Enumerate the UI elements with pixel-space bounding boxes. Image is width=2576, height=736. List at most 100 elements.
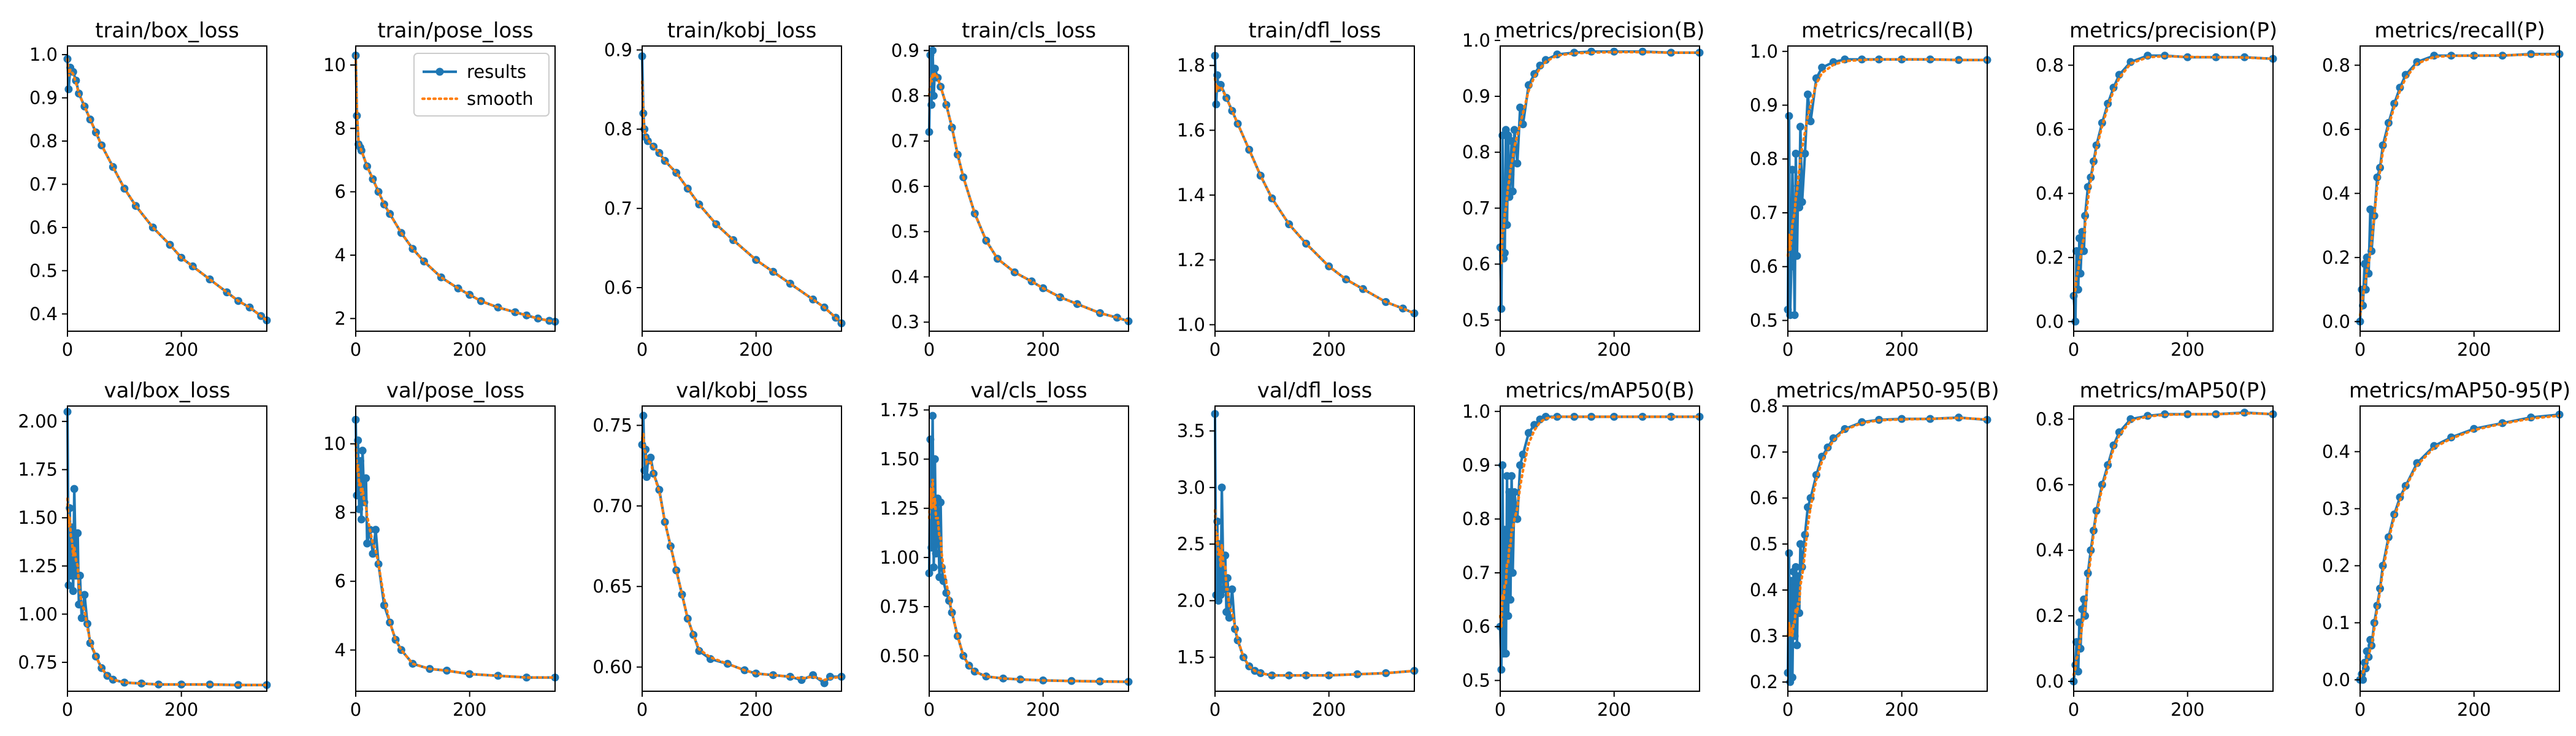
y-tick-label: 0.5 bbox=[1462, 670, 1490, 691]
results-point bbox=[1793, 641, 1801, 650]
smooth-line bbox=[354, 54, 557, 323]
x-tick-label: 200 bbox=[1312, 339, 1346, 360]
subplot-title: metrics/mAP50(B) bbox=[1505, 378, 1695, 403]
results-point bbox=[1955, 413, 1963, 422]
y-tick-label: 0.5 bbox=[1462, 310, 1490, 331]
y-tick-label: 0.6 bbox=[1750, 256, 1778, 277]
results-point bbox=[523, 673, 531, 682]
y-tick-label: 0.2 bbox=[2322, 247, 2350, 268]
results-point bbox=[137, 679, 146, 688]
smooth-line bbox=[1498, 415, 1701, 627]
results-line bbox=[1786, 416, 1988, 684]
results-point bbox=[1516, 103, 1524, 112]
results-point bbox=[639, 109, 648, 118]
x-tick-label: 0 bbox=[62, 339, 73, 360]
axes-frame bbox=[1214, 405, 1415, 692]
results-point bbox=[2072, 247, 2081, 255]
subplot-title: metrics/recall(P) bbox=[2374, 18, 2545, 43]
axes-frame bbox=[642, 45, 842, 332]
smooth-line bbox=[1213, 508, 1416, 677]
axes-frame bbox=[2073, 45, 2274, 332]
results-point bbox=[1497, 665, 1506, 674]
results-point bbox=[642, 473, 651, 481]
x-tick-label: 200 bbox=[2171, 699, 2204, 720]
subplot-4: train/dfl_loss 0 200 1.0 1.2 1.4 1.6 1.8 bbox=[1177, 18, 1419, 360]
results-point bbox=[494, 672, 502, 680]
legend-results-marker bbox=[435, 67, 444, 76]
y-tick-label: 0.9 bbox=[891, 40, 919, 61]
y-tick-label: 4 bbox=[335, 640, 346, 661]
y-tick-label: 0.6 bbox=[2036, 119, 2064, 140]
subplot-title: train/cls_loss bbox=[962, 18, 1096, 43]
results-point bbox=[786, 672, 794, 681]
results-point bbox=[1829, 58, 1838, 66]
y-tick-label: 1.6 bbox=[1177, 120, 1205, 140]
y-tick-label: 0.9 bbox=[604, 39, 632, 60]
y-tick-label: 1.25 bbox=[18, 556, 58, 577]
results-point bbox=[1794, 572, 1803, 580]
results-point bbox=[1541, 56, 1550, 64]
y-tick-label: 0.0 bbox=[2036, 311, 2064, 332]
smooth-line bbox=[66, 497, 269, 687]
axes-frame bbox=[67, 45, 267, 332]
y-tick-label: 0.7 bbox=[1750, 442, 1778, 462]
y-tick-label: 1.2 bbox=[1177, 250, 1205, 270]
results-point bbox=[2360, 259, 2369, 268]
y-tick-label: 0.7 bbox=[1462, 562, 1490, 583]
y-tick-label: 0.6 bbox=[29, 217, 58, 238]
x-tick-label: 200 bbox=[453, 699, 486, 720]
results-line bbox=[2358, 52, 2559, 322]
subplot-title: train/kobj_loss bbox=[667, 18, 817, 43]
results-line bbox=[1213, 55, 1415, 315]
results-line bbox=[1498, 415, 1700, 672]
results-point bbox=[666, 542, 675, 551]
y-tick-label: 1.0 bbox=[29, 44, 58, 65]
results-point bbox=[1302, 671, 1311, 680]
subplot-3: train/cls_loss 0 200 0.3 0.4 0.5 0.6 0.7 0.8 0.9 bbox=[891, 18, 1133, 360]
results-point bbox=[926, 435, 935, 443]
results-point bbox=[2376, 585, 2384, 593]
y-tick-label: 0.9 bbox=[1462, 455, 1490, 476]
legend-box bbox=[413, 53, 550, 117]
x-tick-label: 0 bbox=[1782, 699, 1793, 720]
y-tick-label: 1.00 bbox=[880, 547, 919, 568]
x-tick-label: 200 bbox=[1885, 339, 1919, 360]
results-point bbox=[929, 46, 937, 55]
x-tick-label: 200 bbox=[1885, 699, 1919, 720]
y-tick-label: 1.0 bbox=[1462, 401, 1490, 422]
y-tick-label: 1.50 bbox=[880, 449, 919, 470]
x-tick-label: 0 bbox=[2355, 699, 2366, 720]
y-tick-label: 0.8 bbox=[604, 119, 632, 140]
x-tick-label: 0 bbox=[2068, 339, 2079, 360]
x-tick-label: 200 bbox=[739, 339, 773, 360]
subplot-8: metrics/recall(P) 0 200 0.0 0.2 0.4 0.6 0.8 bbox=[2322, 18, 2564, 360]
results-point bbox=[69, 587, 77, 596]
results-point bbox=[937, 498, 945, 507]
results-line bbox=[354, 420, 555, 679]
axes-frame bbox=[355, 405, 556, 692]
smooth-line bbox=[66, 57, 269, 322]
subplot-10: val/pose_loss 0 200 4 6 8 10 bbox=[323, 378, 559, 720]
smooth-line bbox=[927, 478, 1130, 683]
axes-frame bbox=[2359, 45, 2560, 332]
y-tick-label: 8 bbox=[335, 118, 346, 139]
y-tick-label: 0.6 bbox=[2322, 119, 2350, 140]
y-tick-label: 0.8 bbox=[1750, 148, 1778, 169]
x-tick-label: 0 bbox=[1209, 699, 1221, 720]
results-point bbox=[942, 101, 951, 109]
y-tick-label: 0.4 bbox=[2322, 183, 2350, 204]
y-tick-label: 1.0 bbox=[1750, 41, 1778, 62]
subplot-title: val/box_loss bbox=[104, 378, 231, 403]
results-line bbox=[66, 59, 268, 322]
results-point bbox=[64, 85, 73, 93]
y-tick-label: 8 bbox=[335, 502, 346, 523]
results-point bbox=[1806, 117, 1815, 126]
smooth-line bbox=[1213, 77, 1416, 315]
x-tick-label: 0 bbox=[350, 699, 361, 720]
subplot-title: metrics/precision(P) bbox=[2069, 18, 2277, 43]
y-tick-label: 0.8 bbox=[891, 85, 919, 106]
y-tick-label: 1.4 bbox=[1177, 185, 1205, 205]
results-point bbox=[2072, 638, 2081, 646]
y-tick-label: 1.8 bbox=[1177, 55, 1205, 76]
results-point bbox=[1818, 63, 1827, 72]
